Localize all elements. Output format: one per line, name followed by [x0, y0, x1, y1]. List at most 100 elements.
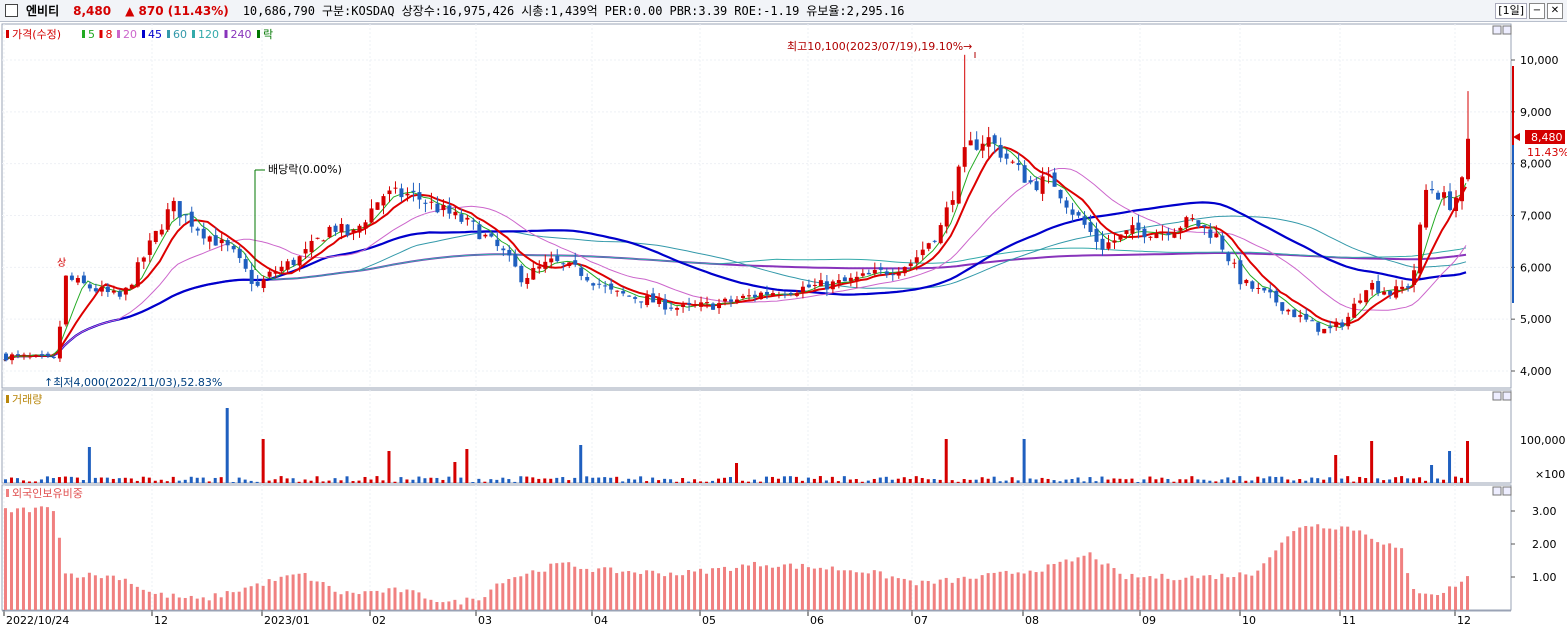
volume-bar: [99, 477, 103, 483]
candle-body: [27, 356, 32, 358]
foreign-bar: [225, 591, 229, 610]
candle-body: [573, 260, 578, 265]
candle-body: [1358, 300, 1363, 303]
candle-body: [794, 293, 799, 296]
x-axis-label: 04: [594, 614, 608, 627]
foreign-bar: [303, 572, 307, 610]
volume-bar: [111, 478, 115, 483]
x-axis-label: 2023/01: [264, 614, 310, 627]
foreign-bar: [75, 577, 79, 610]
foreign-bar: [1286, 536, 1290, 610]
volume-bar: [788, 476, 792, 483]
period-selector[interactable]: [1일]: [1495, 3, 1527, 19]
candle-body: [201, 228, 206, 239]
candle-body: [591, 283, 596, 286]
foreign-bar: [938, 579, 942, 610]
foreign-bar: [357, 594, 361, 610]
volume-bar: [279, 476, 283, 483]
candle-body: [603, 285, 608, 287]
volume-bar: [297, 481, 301, 483]
panel-frame: [1, 389, 1512, 484]
candle-body: [1052, 172, 1057, 187]
select-checkbox[interactable]: [5, 4, 18, 17]
volume-bar: [573, 477, 577, 483]
candle-body: [968, 140, 973, 146]
candle-body: [429, 201, 434, 203]
foreign-bar: [752, 561, 756, 610]
foreign-bar: [417, 592, 421, 610]
minimize-button[interactable]: −: [1529, 3, 1545, 19]
candle-body: [345, 224, 350, 236]
candle-body: [1430, 189, 1435, 191]
volume-bar: [860, 481, 864, 483]
candle-body: [1322, 328, 1327, 334]
foreign-bar: [1406, 573, 1410, 610]
volume-bar: [1166, 479, 1170, 483]
foreign-bar: [411, 590, 415, 610]
candle-body: [1388, 290, 1393, 295]
foreign-bar: [447, 601, 451, 610]
foreign-tick-label: 1.00: [1532, 571, 1557, 584]
candle-body: [1376, 281, 1381, 293]
candle-body: [1334, 321, 1339, 327]
candle-body: [1250, 281, 1255, 289]
foreign-bar: [944, 577, 948, 610]
volume-bar: [1064, 479, 1068, 483]
foreign-bar: [1124, 579, 1128, 610]
candle-body: [141, 257, 146, 262]
foreign-bar: [507, 578, 511, 610]
candle-body: [1406, 286, 1411, 288]
candle-body: [321, 240, 326, 242]
candle-body: [657, 297, 662, 305]
x-axis-label: 05: [702, 614, 716, 627]
volume-bar: [1058, 481, 1062, 483]
candle-body: [1022, 165, 1027, 183]
foreign-bar: [165, 597, 169, 610]
volume-bar: [45, 476, 49, 483]
foreign-bar: [902, 578, 906, 610]
candle-body: [183, 214, 188, 216]
candle-body: [549, 258, 554, 263]
price-tick-label: 8,000: [1520, 158, 1552, 171]
foreign-bar: [1100, 564, 1104, 610]
volume-bar: [249, 480, 253, 483]
candle-body: [932, 240, 937, 242]
volume-bar: [609, 477, 613, 483]
volume-bar: [171, 476, 175, 483]
foreign-bar: [1178, 579, 1182, 610]
foreign-bar: [920, 580, 924, 610]
volume-bar: [459, 477, 463, 483]
candle-body: [465, 217, 470, 220]
legend-swatch: [167, 30, 170, 38]
volume-bar: [375, 476, 379, 483]
candle-body: [1220, 235, 1225, 250]
volume-bar: [681, 478, 685, 483]
last-price-box: [1525, 130, 1565, 144]
foreign-bar: [1046, 564, 1050, 610]
foreign-bar: [579, 568, 583, 610]
volume-bar: [776, 478, 780, 483]
candle-body: [854, 276, 859, 281]
foreign-bar: [1370, 538, 1374, 610]
candle-body: [1340, 322, 1345, 327]
volume-bar: [830, 476, 834, 483]
foreign-bar: [369, 591, 373, 610]
volume-bar: [303, 479, 307, 483]
foreign-bar: [1106, 563, 1110, 610]
volume-bar: [1040, 477, 1044, 483]
candle-body: [123, 287, 128, 295]
volume-bar: [519, 476, 523, 483]
candle-body: [1268, 289, 1273, 293]
foreign-bar: [998, 571, 1002, 610]
volume-bar: [1010, 477, 1014, 483]
volume-bar: [1238, 476, 1242, 483]
volume-bar: [405, 479, 409, 483]
candle-body: [1298, 315, 1303, 317]
volume-bar: [87, 447, 91, 483]
volume-bar: [1304, 480, 1308, 483]
candle-body: [315, 237, 320, 239]
close-button[interactable]: ✕: [1547, 3, 1563, 19]
legend-swatch: [224, 30, 228, 38]
volume-bar: [201, 477, 205, 483]
